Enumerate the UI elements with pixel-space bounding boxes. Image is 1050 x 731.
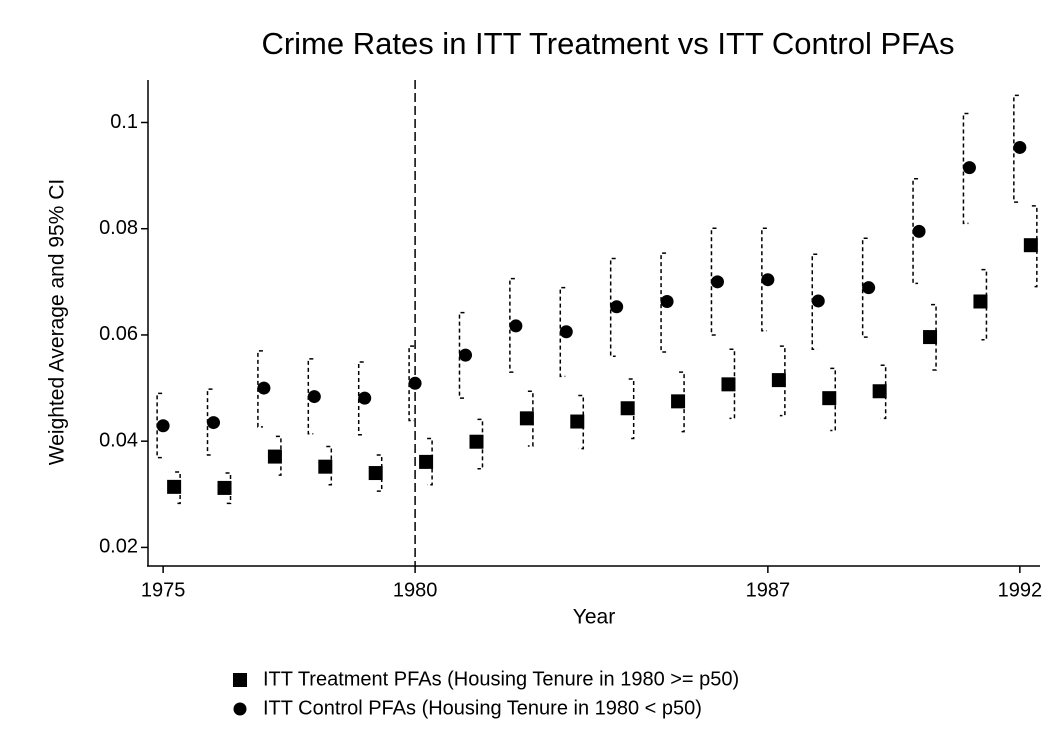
marker — [671, 394, 686, 409]
x-tick-label: 1975 — [141, 579, 186, 601]
marker — [923, 330, 938, 345]
error-bar — [458, 311, 465, 399]
legend-marker — [233, 673, 247, 687]
marker — [771, 373, 786, 388]
marker — [408, 376, 422, 390]
marker — [710, 275, 724, 289]
marker — [217, 480, 232, 495]
marker — [761, 273, 775, 287]
marker — [862, 281, 876, 295]
marker — [419, 454, 434, 469]
error-bar — [679, 371, 685, 433]
error-bar — [628, 378, 635, 440]
marker — [822, 391, 837, 406]
y-tick-label: 0.02 — [99, 536, 138, 558]
error-bar — [981, 268, 988, 341]
marker — [610, 300, 624, 314]
marker — [318, 459, 333, 474]
marker — [559, 325, 573, 339]
marker — [257, 381, 271, 395]
marker — [973, 294, 988, 309]
marker — [811, 294, 825, 308]
y-tick-label: 0.04 — [99, 429, 138, 451]
error-bar — [779, 345, 786, 417]
marker — [156, 419, 170, 433]
marker — [1013, 140, 1027, 154]
marker — [207, 416, 221, 430]
marker — [872, 384, 887, 399]
marker — [509, 319, 523, 333]
error-bar — [527, 390, 534, 447]
marker — [458, 348, 472, 362]
y-tick-label: 0.1 — [110, 111, 138, 133]
legend-label: ITT Treatment PFAs (Housing Tenure in 19… — [263, 668, 739, 690]
y-axis-label: Weighted Average and 95% CI — [46, 179, 69, 465]
error-bar — [357, 361, 364, 436]
x-tick-label: 1987 — [746, 579, 791, 601]
marker — [267, 449, 282, 464]
marker — [519, 411, 534, 426]
marker — [660, 294, 674, 308]
error-bar — [660, 252, 667, 353]
marker — [307, 390, 321, 404]
error-bar — [225, 472, 232, 505]
y-tick-label: 0.06 — [99, 323, 138, 345]
y-tick-label: 0.08 — [99, 217, 138, 239]
error-bar — [609, 257, 616, 357]
legend-label: ITT Control PFAs (Housing Tenure in 1980… — [263, 697, 702, 719]
marker — [962, 161, 976, 175]
marker — [570, 414, 585, 429]
x-tick-label: 1992 — [998, 579, 1043, 601]
x-tick-label: 1980 — [393, 579, 438, 601]
error-bar — [175, 471, 181, 505]
marker — [167, 479, 182, 494]
x-axis-label: Year — [573, 606, 615, 629]
chart-title: Crime Rates in ITT Treatment vs ITT Cont… — [261, 26, 954, 61]
legend-marker — [233, 702, 247, 716]
marker — [620, 401, 635, 416]
marker — [721, 377, 736, 392]
marker — [469, 434, 484, 449]
marker — [358, 391, 372, 405]
error-bar — [729, 348, 736, 420]
marker — [1023, 238, 1038, 253]
marker — [368, 466, 383, 481]
error-bar — [861, 237, 868, 338]
marker — [912, 224, 926, 238]
